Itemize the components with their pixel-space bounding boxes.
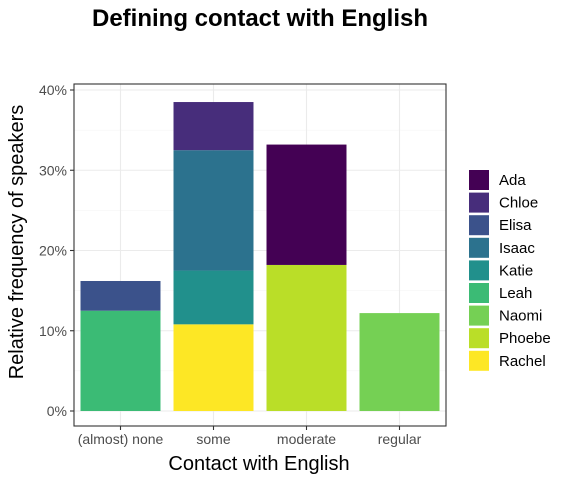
bar-segment-rachel [173, 324, 254, 411]
y-tick-label: 0% [47, 403, 67, 419]
x-axis: (almost) none some moderate regular [78, 426, 422, 447]
legend: Ada Chloe Elisa Isaac Katie Leah Naomi Phoebe Ra… [469, 170, 551, 371]
bar-segment-naomi [359, 313, 440, 411]
y-axis-title: Relative frequency of speakers [6, 105, 28, 380]
bar-segment-ada [266, 144, 347, 265]
x-tick-label: regular [378, 431, 422, 447]
y-axis: 0% 10% 20% 30% 40% [39, 82, 74, 419]
y-tick-label: 40% [39, 82, 67, 98]
bar-segment-katie [173, 270, 254, 325]
x-tick-label: (almost) none [78, 431, 164, 447]
plot-border [73, 83, 447, 427]
legend-label: Naomi [499, 308, 542, 325]
legend-key-isaac [469, 237, 489, 258]
legend-key-naomi [469, 305, 489, 326]
bar-segment-elisa [80, 280, 161, 311]
legend-key-phoebe [469, 328, 489, 349]
legend-key-chloe [469, 192, 489, 213]
bar-segment-isaac [173, 150, 254, 271]
x-tick-label: some [196, 431, 230, 447]
legend-label: Leah [499, 285, 532, 302]
bar-segment-leah [80, 310, 161, 411]
legend-label: Rachel [499, 353, 546, 370]
y-tick-label: 10% [39, 323, 67, 339]
y-tick-label: 20% [39, 243, 67, 259]
bar-segment-phoebe [266, 264, 347, 411]
legend-key-ada [469, 170, 489, 190]
x-axis-title: Contact with English [168, 453, 349, 475]
legend-label: Katie [499, 262, 533, 279]
y-tick-label: 30% [39, 162, 67, 178]
legend-label: Isaac [499, 240, 535, 257]
legend-key-katie [469, 260, 489, 281]
legend-label: Chloe [499, 195, 538, 212]
legend-key-leah [469, 283, 489, 303]
chart-title: Defining contact with English [92, 5, 428, 32]
bar-segment-chloe [173, 102, 254, 151]
x-tick-label: moderate [277, 431, 336, 447]
bars [73, 83, 447, 427]
legend-key-elisa [469, 215, 489, 236]
legend-key-rachel [469, 350, 489, 371]
legend-label: Phoebe [499, 330, 551, 347]
legend-label: Ada [499, 172, 526, 189]
legend-label: Elisa [499, 217, 532, 234]
